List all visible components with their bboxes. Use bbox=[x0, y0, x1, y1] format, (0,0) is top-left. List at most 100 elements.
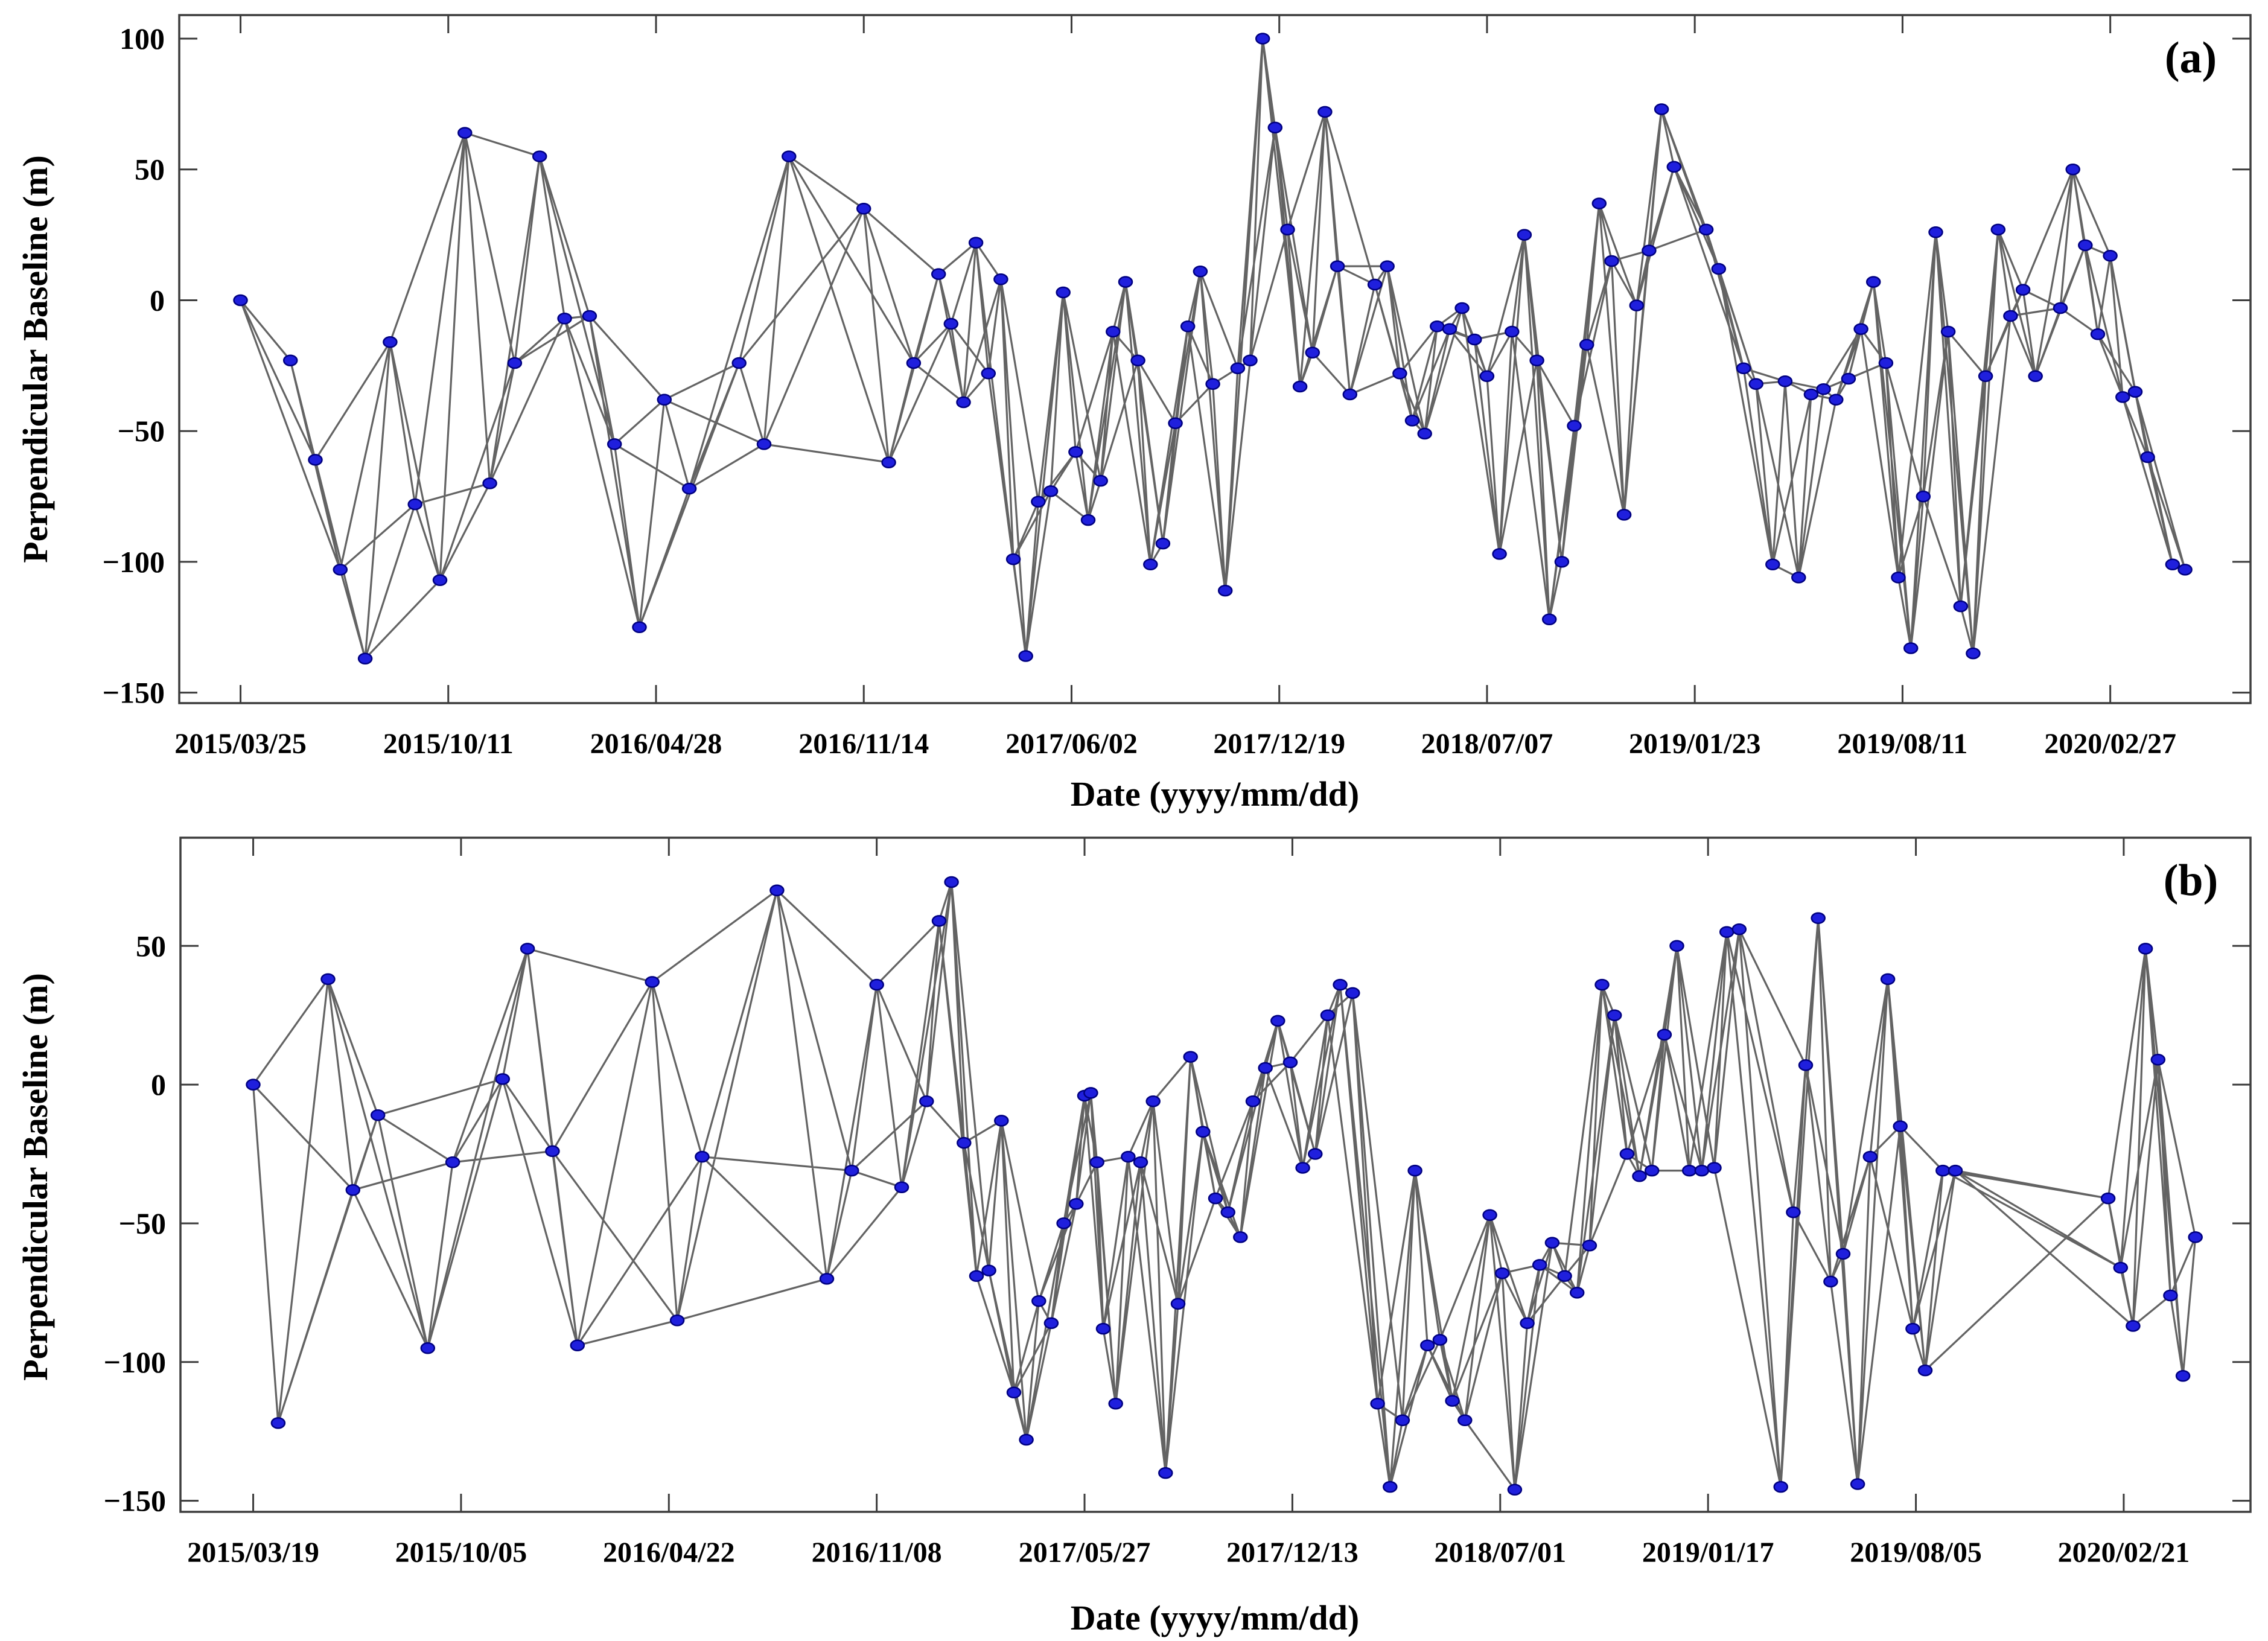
acquisition-point bbox=[282, 354, 298, 366]
acquisition-point bbox=[1068, 446, 1083, 458]
acquisition-point bbox=[1917, 1364, 1933, 1377]
acquisition-point bbox=[1517, 229, 1532, 241]
acquisition-point bbox=[2100, 1192, 2116, 1205]
acquisition-point bbox=[270, 1417, 286, 1429]
acquisition-point bbox=[1492, 548, 1507, 560]
acquisition-point bbox=[1196, 1126, 1211, 1138]
acquisition-point bbox=[1467, 333, 1482, 346]
acquisition-point bbox=[370, 1109, 386, 1121]
y-tick-label: −50 bbox=[118, 414, 165, 448]
acquisition-point bbox=[1669, 940, 1684, 952]
acquisition-point bbox=[545, 1145, 560, 1158]
acquisition-point bbox=[2053, 302, 2068, 314]
acquisition-point bbox=[557, 313, 572, 325]
acquisition-point bbox=[1383, 1480, 1398, 1493]
acquisition-point bbox=[1482, 1209, 1497, 1221]
acquisition-point bbox=[1803, 388, 1819, 401]
acquisition-point bbox=[1579, 339, 1594, 351]
acquisition-point bbox=[1862, 1150, 1878, 1163]
acquisition-point bbox=[1333, 978, 1348, 991]
y-tick-label: −100 bbox=[104, 1345, 167, 1379]
acquisition-point bbox=[1005, 553, 1021, 566]
x-tick-label: 2020/02/21 bbox=[2058, 1537, 2190, 1569]
acquisition-point bbox=[1255, 33, 1270, 45]
acquisition-point bbox=[308, 454, 323, 466]
acquisition-point bbox=[981, 368, 996, 380]
acquisition-point bbox=[1520, 1317, 1535, 1330]
y-tick-label: 50 bbox=[135, 153, 165, 186]
acquisition-point bbox=[1719, 926, 1734, 938]
acquisition-point bbox=[1080, 514, 1096, 526]
x-tick-label: 2019/01/17 bbox=[1642, 1537, 1774, 1569]
interferogram-edge-network bbox=[239, 38, 2187, 660]
acquisition-point bbox=[1317, 106, 1333, 118]
acquisition-point bbox=[2065, 163, 2080, 176]
acquisition-point bbox=[2028, 370, 2043, 382]
x-tick-label: 2019/08/05 bbox=[1850, 1537, 1982, 1569]
acquisition-point bbox=[1940, 325, 1956, 338]
acquisition-point bbox=[731, 357, 747, 369]
acquisition-point bbox=[320, 973, 336, 986]
acquisition-point bbox=[1168, 417, 1183, 429]
acquisition-point bbox=[1582, 1239, 1597, 1252]
acquisition-point bbox=[894, 1181, 909, 1193]
acquisition-point bbox=[2003, 310, 2018, 322]
acquisition-point bbox=[1928, 226, 1943, 238]
acquisition-point bbox=[1345, 987, 1360, 999]
y-tick-label: 50 bbox=[136, 929, 166, 963]
acquisition-point bbox=[1395, 1414, 1410, 1427]
acquisition-point bbox=[1295, 1162, 1310, 1174]
acquisition-point bbox=[2175, 1370, 2191, 1382]
acquisition-point bbox=[1880, 973, 1896, 986]
acquisition-point bbox=[981, 1264, 996, 1276]
acquisition-point bbox=[1629, 299, 1645, 311]
x-tick-label: 2018/07/01 bbox=[1434, 1537, 1566, 1569]
acquisition-point bbox=[1811, 912, 1826, 925]
acquisition-point bbox=[1591, 197, 1607, 209]
acquisition-point bbox=[1143, 558, 1158, 571]
acquisition-point bbox=[1529, 354, 1544, 366]
acquisition-point bbox=[1773, 1480, 1788, 1493]
acquisition-point bbox=[1342, 388, 1358, 401]
acquisition-point bbox=[1093, 474, 1108, 487]
acquisition-point bbox=[994, 1115, 1009, 1127]
acquisition-point bbox=[2177, 564, 2193, 576]
x-tick-label: 2017/05/27 bbox=[1019, 1537, 1151, 1569]
x-tick-label: 2016/11/08 bbox=[812, 1537, 942, 1569]
acquisition-point bbox=[1567, 419, 1582, 432]
x-tick-label: 2016/04/28 bbox=[590, 728, 722, 760]
acquisition-point bbox=[1711, 263, 1727, 275]
panel-letter-a: (a) bbox=[2165, 33, 2217, 83]
acquisition-point bbox=[919, 1095, 934, 1107]
acquisition-point bbox=[1432, 1334, 1448, 1346]
acquisition-point bbox=[1121, 1150, 1136, 1163]
acquisition-point bbox=[407, 498, 422, 511]
acquisition-point bbox=[1043, 485, 1059, 497]
acquisition-point bbox=[1829, 394, 1844, 406]
y-tick-label: −150 bbox=[104, 1484, 167, 1518]
acquisition-point bbox=[931, 268, 946, 280]
y-tick-label: 0 bbox=[150, 283, 165, 317]
acquisition-point bbox=[1370, 1397, 1385, 1410]
acquisition-point bbox=[1430, 320, 1445, 333]
acquisition-point bbox=[2138, 943, 2153, 955]
acquisition-point bbox=[1569, 1287, 1585, 1299]
acquisition-point bbox=[1095, 1322, 1111, 1335]
acquisition-point bbox=[1230, 362, 1246, 374]
acquisition-point bbox=[943, 317, 959, 330]
acquisition-point bbox=[1233, 1231, 1248, 1243]
acquisition-point bbox=[881, 456, 896, 468]
acquisition-point bbox=[1619, 1148, 1635, 1160]
acquisition-point bbox=[1069, 1198, 1084, 1210]
acquisition-point bbox=[1604, 255, 1619, 267]
acquisition-point bbox=[1736, 362, 1751, 374]
acquisition-point bbox=[233, 294, 248, 307]
x-tick-label: 2020/02/27 bbox=[2044, 728, 2176, 760]
acquisition-point bbox=[345, 1184, 361, 1196]
acquisition-point bbox=[1380, 260, 1395, 272]
plot-frame bbox=[178, 14, 2252, 704]
x-tick-label: 2015/10/11 bbox=[383, 728, 514, 760]
acquisition-point bbox=[1308, 1148, 1323, 1160]
acquisition-point bbox=[507, 357, 523, 369]
